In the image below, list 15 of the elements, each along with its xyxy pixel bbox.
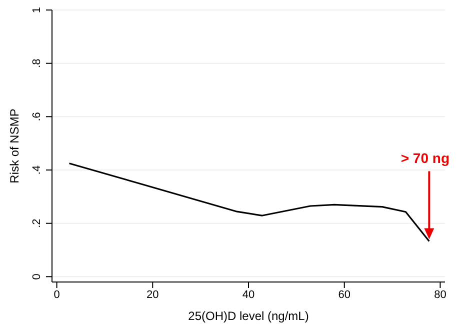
line-series — [68, 162, 430, 242]
y-axis-title: Risk of NSMP — [7, 108, 22, 184]
x-tick-label: 40 — [242, 288, 255, 301]
x-tick-label: 20 — [146, 288, 159, 301]
y-tick-label: .8 — [31, 58, 43, 68]
x-tick-label: 80 — [434, 288, 446, 301]
y-tick-label: 0 — [31, 274, 43, 280]
y-tick-label: .4 — [31, 165, 43, 175]
x-axis-title: 25(OH)D level (ng/mL) — [188, 309, 309, 323]
x-tick-label: 0 — [54, 288, 60, 301]
y-tick-label: 1 — [31, 6, 43, 14]
y-tick-label: .6 — [31, 112, 43, 122]
annotation: > 70 ng — [400, 150, 450, 166]
x-tick-label: 60 — [338, 288, 350, 301]
y-tick-label: .2 — [31, 218, 43, 228]
